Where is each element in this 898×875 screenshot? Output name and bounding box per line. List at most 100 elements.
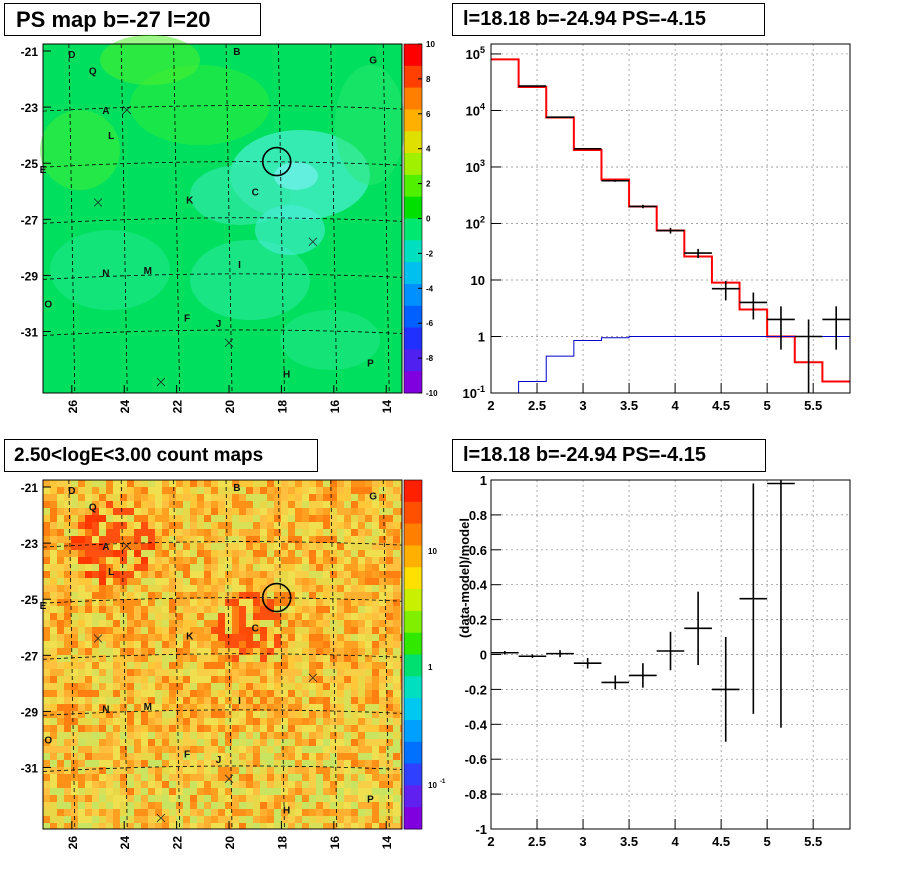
spectrum-y-tick-label: 10 <box>471 273 485 288</box>
count-map-pixel <box>120 613 127 620</box>
count-map-pixel <box>57 564 64 571</box>
count-map-pixel <box>190 487 197 494</box>
count-map-pixel <box>120 557 127 564</box>
count-map-pixel <box>267 816 274 823</box>
count-map-pixel <box>197 634 204 641</box>
count-map-pixel <box>316 550 323 557</box>
count-map-pixel <box>330 760 337 767</box>
count-map-pixel <box>288 809 295 816</box>
count-map-pixel <box>183 676 190 683</box>
count-map-pixel <box>57 781 64 788</box>
count-map-pixel <box>274 774 281 781</box>
count-map-pixel <box>316 690 323 697</box>
count-map-pixel <box>267 760 274 767</box>
count-map-pixel <box>183 515 190 522</box>
count-map-pixel <box>323 690 330 697</box>
count-map-pixel <box>57 557 64 564</box>
count-map-pixel <box>274 599 281 606</box>
ps-colorbar-tick-label: -2 <box>426 249 434 258</box>
ps-map-source-label: D <box>68 50 75 61</box>
count-map-pixel <box>344 676 351 683</box>
count-map-pixel <box>379 732 386 739</box>
count-map-pixel <box>218 550 225 557</box>
count-map-pixel <box>337 781 344 788</box>
count-colorbar-frame <box>403 479 423 830</box>
count-map-pixel <box>337 753 344 760</box>
count-map-pixel <box>232 753 239 760</box>
count-map-pixel <box>323 753 330 760</box>
count-map-pixel <box>330 543 337 550</box>
count-map-pixel <box>155 501 162 508</box>
count-map-pixel <box>169 641 176 648</box>
count-map-pixel <box>176 550 183 557</box>
count-map-pixel <box>253 592 260 599</box>
count-map-pixel <box>190 788 197 795</box>
count-map-pixel <box>148 599 155 606</box>
count-map-pixel <box>127 543 134 550</box>
count-map-pixel <box>225 592 232 599</box>
count-map-pixel <box>316 522 323 529</box>
count-map-pixel <box>106 774 113 781</box>
count-map-pixel <box>372 550 379 557</box>
count-map-pixel <box>344 522 351 529</box>
count-map-pixel <box>344 494 351 501</box>
count-map-pixel <box>218 690 225 697</box>
count-map-pixel <box>120 655 127 662</box>
count-map-pixel <box>323 543 330 550</box>
count-map-pixel <box>218 557 225 564</box>
count-map-pixel <box>155 746 162 753</box>
count-map-pixel <box>372 501 379 508</box>
count-map-pixel <box>309 487 316 494</box>
ps-map-cross-marker <box>156 377 166 387</box>
count-map-pixel <box>162 760 169 767</box>
count-map-pixel <box>64 550 71 557</box>
count-map-pixel <box>176 760 183 767</box>
ps-colorbar-tick-label: 4 <box>426 145 431 154</box>
count-map-pixel <box>337 746 344 753</box>
count-map-pixel <box>309 508 316 515</box>
count-map-pixel <box>316 564 323 571</box>
ps-colorbar-tick-label: -4 <box>426 284 434 293</box>
count-map-pixel <box>190 802 197 809</box>
title-ps-map: PS map b=-27 l=20 <box>4 3 261 36</box>
count-map-pixel <box>372 480 379 487</box>
count-map-pixel <box>267 557 274 564</box>
count-map-pixel <box>372 690 379 697</box>
count-map-pixel <box>85 697 92 704</box>
count-map-pixel <box>400 732 402 739</box>
count-map-pixel <box>57 718 64 725</box>
count-map-pixel <box>197 627 204 634</box>
count-map-pixel <box>393 683 400 690</box>
count-map-pixel <box>344 809 351 816</box>
count-map-pixel <box>365 508 372 515</box>
count-map-pixel <box>92 795 99 802</box>
ps-colorbar-segment <box>404 349 422 372</box>
count-map-pixel <box>246 648 253 655</box>
count-map-pixel <box>379 613 386 620</box>
count-map-pixel <box>351 690 358 697</box>
count-map-pixel <box>295 543 302 550</box>
ps-colorbar-segment <box>404 305 422 329</box>
spectrum-y-tick-label: 1 <box>478 329 485 344</box>
count-map-pixel <box>316 718 323 725</box>
count-map-pixel <box>323 774 330 781</box>
count-map-pixel <box>71 823 78 829</box>
count-map-pixel <box>358 802 365 809</box>
count-map-pixel <box>295 732 302 739</box>
count-map-pixel <box>78 620 85 627</box>
count-map-pixel <box>393 767 400 774</box>
count-map-pixel <box>106 550 113 557</box>
count-map-pixel <box>379 662 386 669</box>
count-map-pixel <box>99 732 106 739</box>
count-map-pixel <box>351 620 358 627</box>
count-map-pixel <box>71 515 78 522</box>
count-map-pixel <box>134 711 141 718</box>
count-map-pixel <box>204 501 211 508</box>
count-map-pixel <box>400 648 402 655</box>
count-map-pixel <box>169 669 176 676</box>
count-map-pixel <box>281 690 288 697</box>
spectrum-plot-area <box>491 44 850 393</box>
count-map-pixel <box>239 781 246 788</box>
count-map-source-label: K <box>186 632 194 643</box>
count-map-pixel <box>57 641 64 648</box>
